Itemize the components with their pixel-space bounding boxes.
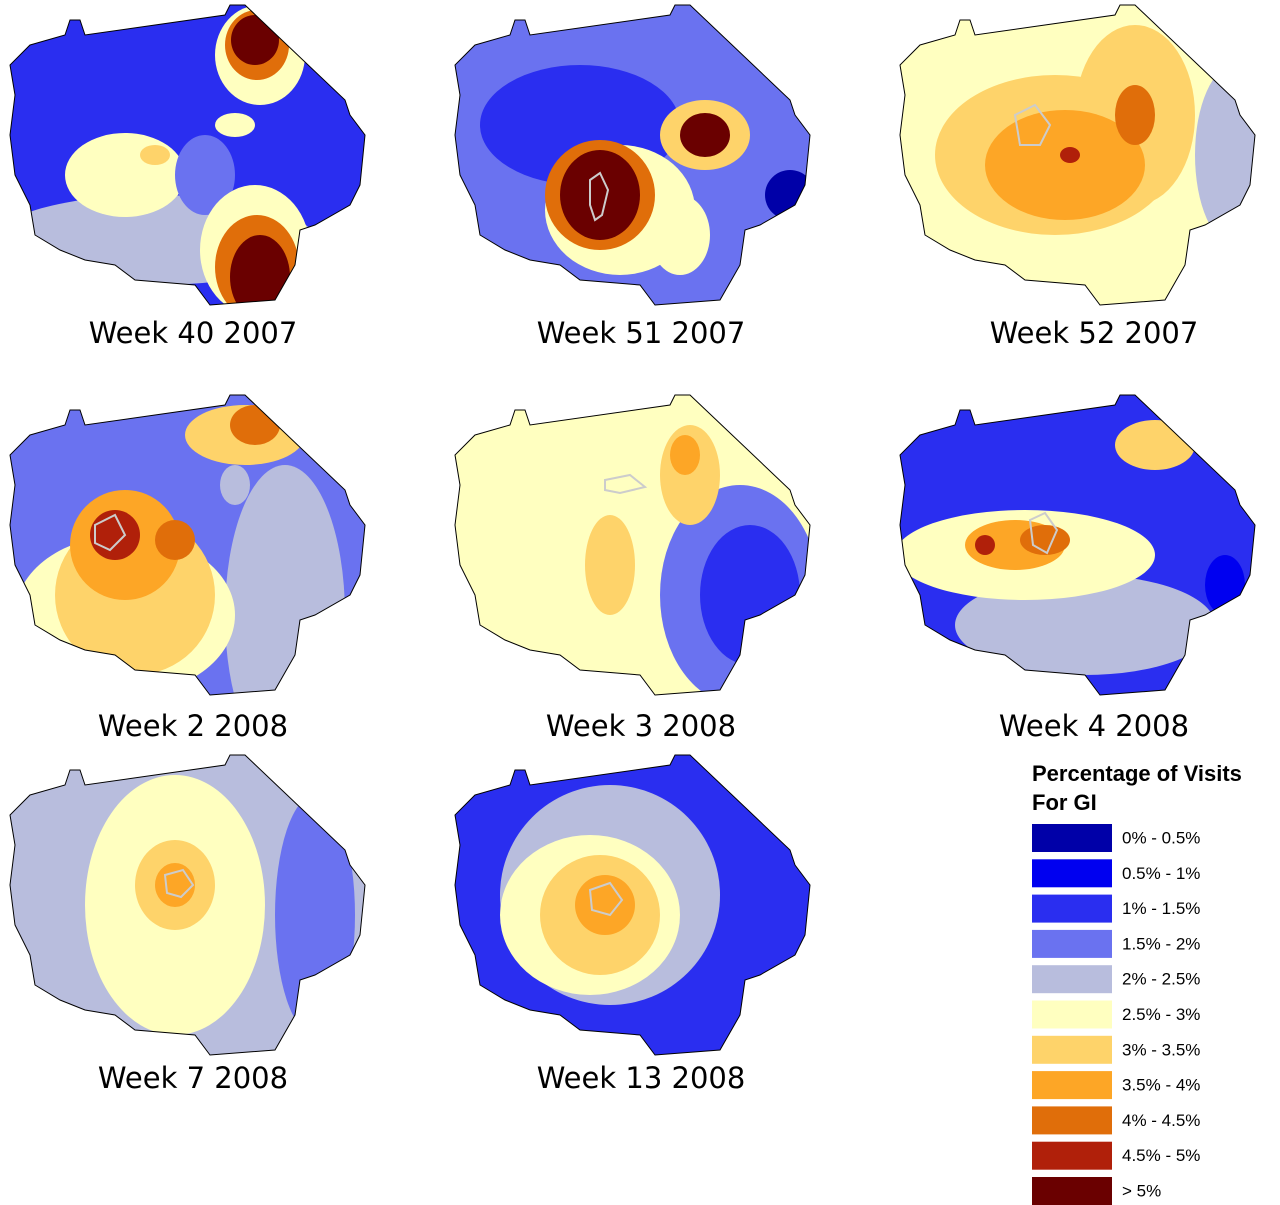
- contour-region: [985, 110, 1145, 220]
- legend-swatch: [1032, 1177, 1112, 1205]
- contour-region: [1060, 147, 1080, 163]
- legend-label: 1% - 1.5%: [1122, 899, 1200, 918]
- contour-region: [765, 170, 810, 220]
- legend-swatch: [1032, 929, 1112, 958]
- contour-region: [700, 525, 800, 665]
- panel-title: Week 51 2007: [537, 316, 746, 350]
- contour-region: [585, 515, 635, 615]
- legend: Percentage of Visits For GI 0% - 0.5% 0.5…: [1032, 761, 1242, 1205]
- contour-region: [65, 133, 185, 217]
- legend-label: 0.5% - 1%: [1122, 864, 1200, 883]
- contour-region: [1195, 65, 1255, 245]
- legend-swatch: [1032, 965, 1112, 994]
- contour-region: [955, 575, 1215, 675]
- legend-swatch: [1032, 1071, 1112, 1100]
- legend-label: 2.5% - 3%: [1122, 1005, 1200, 1024]
- contour-region: [220, 465, 250, 505]
- legend-label: 2% - 2.5%: [1122, 970, 1200, 989]
- legend-swatch: [1032, 824, 1112, 852]
- contour-region: [650, 195, 710, 275]
- contour-region: [1205, 555, 1245, 615]
- contour-region: [90, 510, 140, 560]
- contour-region: [215, 113, 255, 137]
- contour-region: [231, 15, 279, 65]
- contour-region: [155, 520, 195, 560]
- contour-region: [1020, 525, 1070, 555]
- panel-title: Week 40 2007: [89, 316, 298, 350]
- panel-title: Week 52 2007: [990, 316, 1199, 350]
- legend-swatch: [1032, 859, 1112, 888]
- contour-region: [275, 795, 355, 1035]
- panel-title: Week 4 2008: [999, 709, 1189, 743]
- panel-titles: Week 40 2007 Week 51 2007 Week 52 2007 W…: [89, 316, 1199, 1095]
- panel-title: Week 2 2008: [98, 709, 288, 743]
- legend-label: 4.5% - 5%: [1122, 1146, 1200, 1165]
- legend-swatch: [1032, 1106, 1112, 1135]
- map-panel: [9, 4, 366, 306]
- map-panel: [899, 394, 1256, 696]
- contour-region: [560, 150, 640, 240]
- legend-swatch: [1032, 1141, 1112, 1170]
- panel-title: Week 13 2008: [537, 1061, 746, 1095]
- map-panel: [454, 394, 811, 696]
- contour-region: [230, 235, 290, 305]
- contour-region: [140, 145, 170, 165]
- legend-label: 0% - 0.5%: [1122, 828, 1200, 847]
- legend-swatch: [1032, 1035, 1112, 1064]
- panel-title: Week 3 2008: [546, 709, 736, 743]
- legend-title: For GI: [1032, 790, 1097, 815]
- map-panel: [899, 4, 1256, 306]
- legend-label: > 5%: [1122, 1181, 1161, 1200]
- map-panel: [454, 754, 811, 1056]
- legend-title: Percentage of Visits: [1032, 761, 1242, 786]
- contour-region: [1115, 85, 1155, 145]
- contour-region: [670, 435, 700, 475]
- panel-title: Week 7 2008: [98, 1061, 288, 1095]
- legend-label: 3.5% - 4%: [1122, 1076, 1200, 1095]
- contour-region: [155, 863, 195, 907]
- legend-label: 3% - 3.5%: [1122, 1040, 1200, 1059]
- contour-region: [175, 135, 235, 215]
- legend-swatch: [1032, 1000, 1112, 1029]
- contour-region: [230, 405, 280, 445]
- contour-region: [1115, 420, 1195, 470]
- contour-region: [975, 535, 995, 555]
- legend-label: 4% - 4.5%: [1122, 1111, 1200, 1130]
- legend-label: 1.5% - 2%: [1122, 934, 1200, 953]
- contour-region: [680, 113, 730, 157]
- map-panel: [454, 4, 811, 306]
- map-panel: [9, 754, 366, 1056]
- legend-swatch: [1032, 894, 1112, 923]
